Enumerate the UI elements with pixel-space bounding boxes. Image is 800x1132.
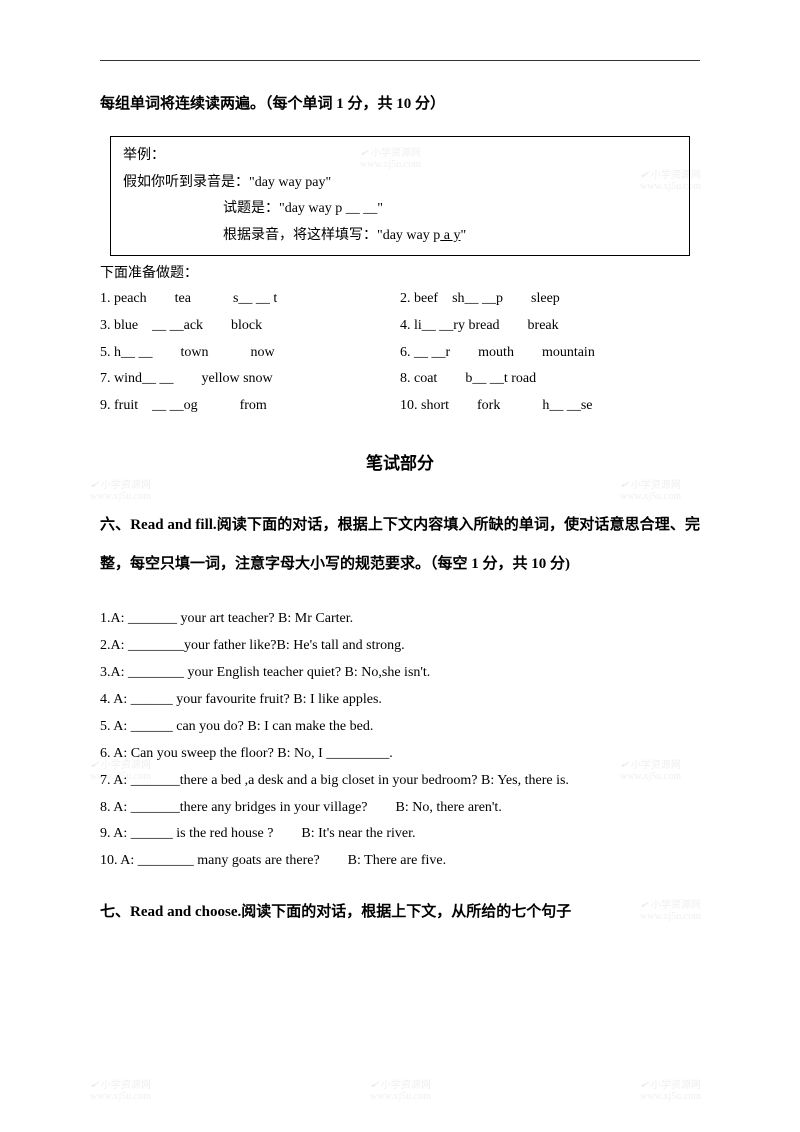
instruction-7: 七、Read and choose.阅读下面的对话，根据上下文，从所给的七个句子	[100, 894, 700, 930]
dialog-item: 2.A: ________your father like?B: He's ta…	[100, 633, 700, 659]
dialog-item: 5. A: ______ can you do? B: I can make t…	[100, 714, 700, 740]
question-grid: 1. peach tea s__ __ t 2. beef sh__ __p s…	[100, 286, 700, 419]
dialog-list: 1.A: _______ your art teacher? B: Mr Car…	[100, 606, 700, 874]
dialog-item: 10. A: ________ many goats are there? B:…	[100, 848, 700, 874]
dialog-item: 8. A: _______there any bridges in your v…	[100, 795, 700, 821]
dialog-item: 7. A: _______there a bed ,a desk and a b…	[100, 768, 700, 794]
dialog-item: 3.A: ________ your English teacher quiet…	[100, 660, 700, 686]
example-line3-suffix: "	[460, 228, 466, 243]
example-line3-prefix: 根据录音，将这样填写："day way p	[223, 228, 440, 243]
q-left: 1. peach tea s__ __ t	[100, 286, 400, 313]
top-rule	[100, 60, 700, 61]
q-right: 8. coat b__ __t road	[400, 366, 700, 393]
q-right: 6. __ __r mouth mountain	[400, 340, 700, 367]
prepare-line: 下面准备做题：	[100, 262, 700, 282]
q-left: 7. wind__ __ yellow snow	[100, 366, 400, 393]
q-left: 3. blue __ __ack block	[100, 313, 400, 340]
heading: 每组单词将连续读两遍。（每个单词 1 分，共 10 分）	[100, 91, 700, 118]
q-row: 7. wind__ __ yellow snow 8. coat b__ __t…	[100, 366, 700, 393]
q-left: 5. h__ __ town now	[100, 340, 400, 367]
example-line3: 根据录音，将这样填写："day way p a y"	[123, 223, 677, 250]
dialog-item: 6. A: Can you sweep the floor? B: No, I …	[100, 741, 700, 767]
example-box: 举例： 假如你听到录音是："day way pay" 试题是："day way …	[110, 136, 690, 256]
q-row: 9. fruit __ __og from 10. short fork h__…	[100, 393, 700, 420]
q-row: 3. blue __ __ack block 4. li__ __ry brea…	[100, 313, 700, 340]
example-line1: 假如你听到录音是："day way pay"	[123, 170, 677, 197]
section-title: 笔试部分	[100, 449, 700, 474]
watermark: ✔ 小学资源网www.xj5u.com	[370, 1080, 431, 1102]
example-line3-underline: a y	[440, 228, 460, 243]
dialog-item: 4. A: ______ your favourite fruit? B: I …	[100, 687, 700, 713]
watermark: ✔ 小学资源网www.xj5u.com	[90, 1080, 151, 1102]
q-right: 4. li__ __ry bread break	[400, 313, 700, 340]
q-row: 5. h__ __ town now 6. __ __r mouth mount…	[100, 340, 700, 367]
q-right: 10. short fork h__ __se	[400, 393, 700, 420]
watermark: ✔ 小学资源网www.xj5u.com	[640, 1080, 701, 1102]
example-line2: 试题是："day way p __ __"	[123, 196, 677, 223]
example-label: 举例：	[123, 143, 677, 170]
instruction-6: 六、Read and fill.阅读下面的对话，根据上下文内容填入所缺的单词，使…	[100, 506, 700, 584]
dialog-item: 1.A: _______ your art teacher? B: Mr Car…	[100, 606, 700, 632]
dialog-item: 9. A: ______ is the red house ? B: It's …	[100, 821, 700, 847]
q-row: 1. peach tea s__ __ t 2. beef sh__ __p s…	[100, 286, 700, 313]
q-right: 2. beef sh__ __p sleep	[400, 286, 700, 313]
q-left: 9. fruit __ __og from	[100, 393, 400, 420]
